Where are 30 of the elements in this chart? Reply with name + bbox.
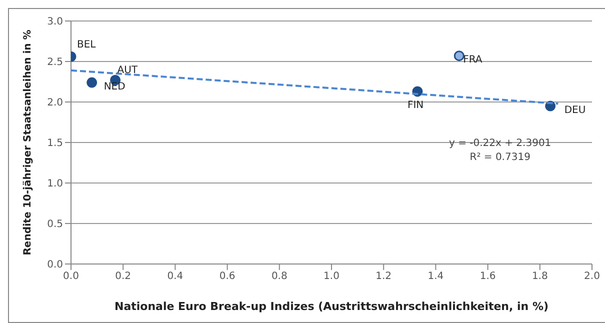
y-tick-label: 2.0 bbox=[47, 98, 63, 109]
x-tick-label: 1.8 bbox=[532, 271, 548, 282]
x-tick-label: 2.0 bbox=[584, 271, 600, 282]
x-tick-label: 1.2 bbox=[376, 271, 392, 282]
x-tick-label: 0.2 bbox=[115, 271, 132, 282]
x-tick-label: 0.4 bbox=[167, 271, 184, 282]
annotation: R² = 0.7319 bbox=[468, 151, 532, 165]
annotation: AUT bbox=[117, 64, 138, 76]
y-tick-label: 2.5 bbox=[47, 57, 63, 68]
annotation: y = -0.22x + 2.3901 bbox=[449, 137, 552, 151]
annotation: FIN bbox=[407, 100, 424, 112]
y-tick-label: 1.5 bbox=[47, 138, 63, 150]
x-tick-label: 0.8 bbox=[271, 271, 288, 282]
x-tick-label: 0.6 bbox=[219, 271, 236, 282]
annotation: DEU bbox=[564, 104, 586, 116]
annotation: NED bbox=[104, 81, 126, 92]
x-axis-title: Nationale Euro Break-up Indizes (Austrittswahrscheinlichkeiten, in %) bbox=[114, 300, 549, 313]
y-tick-label: 3.0 bbox=[47, 16, 63, 28]
annotation: BEL bbox=[77, 39, 96, 50]
x-tick-label: 1.6 bbox=[480, 271, 496, 282]
point bbox=[86, 77, 98, 88]
y-tick-label: 0.5 bbox=[47, 219, 63, 230]
x-tick-label: 1.4 bbox=[428, 271, 444, 282]
annotation: FRA bbox=[463, 54, 482, 66]
x-tick-label: 1.0 bbox=[324, 271, 340, 282]
x-tick-label: 0.0 bbox=[63, 271, 79, 282]
y-tick-label: 1.0 bbox=[47, 178, 63, 190]
y-tick-label: 0.0 bbox=[47, 260, 63, 271]
y-axis-title: Rendite 10-jähriger Staatsanleihen in % bbox=[22, 30, 34, 256]
point bbox=[454, 50, 464, 62]
